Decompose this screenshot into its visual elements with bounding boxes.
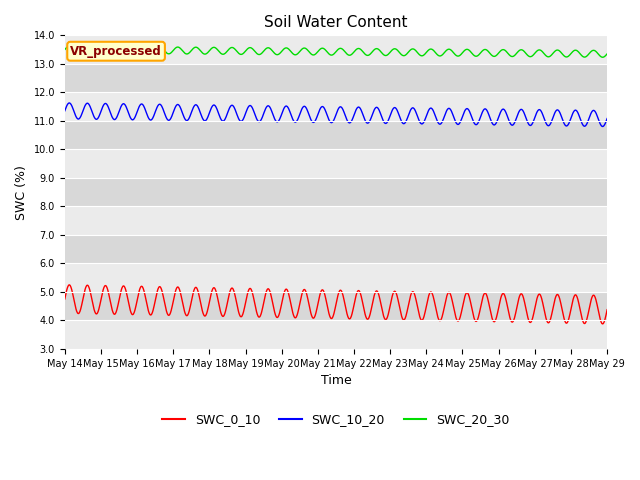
SWC_20_30: [599, 54, 607, 60]
SWC_20_30: [303, 46, 310, 52]
SWC_0_10: [61, 296, 68, 302]
SWC_0_10: [370, 295, 378, 300]
Bar: [65, 121, 607, 149]
Title: Soil Water Content: Soil Water Content: [264, 15, 408, 30]
X-axis label: Time: Time: [321, 374, 351, 387]
SWC_20_30: [103, 44, 111, 50]
Bar: [65, 178, 607, 206]
SWC_10_20: [370, 108, 378, 114]
Bar: [65, 149, 607, 178]
SWC_0_10: [125, 303, 133, 309]
Line: SWC_20_30: SWC_20_30: [65, 46, 607, 57]
SWC_20_30: [65, 43, 73, 49]
Text: VR_processed: VR_processed: [70, 45, 162, 58]
SWC_10_20: [65, 100, 73, 106]
SWC_0_10: [303, 290, 310, 296]
SWC_20_30: [370, 48, 378, 53]
Line: SWC_10_20: SWC_10_20: [65, 103, 607, 126]
Bar: [65, 64, 607, 92]
Bar: [65, 92, 607, 121]
Bar: [65, 321, 607, 349]
SWC_20_30: [291, 52, 299, 58]
Bar: [65, 264, 607, 292]
SWC_0_10: [65, 282, 73, 288]
Bar: [65, 292, 607, 321]
Y-axis label: SWC (%): SWC (%): [15, 165, 28, 219]
SWC_10_20: [125, 112, 133, 118]
SWC_20_30: [61, 47, 68, 52]
SWC_20_30: [312, 50, 320, 56]
SWC_10_20: [599, 123, 607, 129]
SWC_10_20: [291, 119, 299, 125]
SWC_0_10: [599, 321, 607, 327]
SWC_10_20: [61, 108, 68, 114]
SWC_10_20: [312, 116, 320, 121]
SWC_0_10: [312, 309, 320, 314]
SWC_0_10: [291, 315, 299, 321]
SWC_10_20: [103, 102, 111, 108]
SWC_10_20: [604, 116, 611, 121]
SWC_0_10: [103, 285, 111, 291]
Line: SWC_0_10: SWC_0_10: [65, 285, 607, 324]
Bar: [65, 36, 607, 64]
Legend: SWC_0_10, SWC_10_20, SWC_20_30: SWC_0_10, SWC_10_20, SWC_20_30: [157, 408, 515, 432]
SWC_0_10: [604, 307, 611, 312]
Bar: [65, 206, 607, 235]
SWC_20_30: [604, 51, 611, 57]
SWC_20_30: [125, 48, 133, 54]
Bar: [65, 235, 607, 264]
SWC_10_20: [303, 106, 310, 111]
